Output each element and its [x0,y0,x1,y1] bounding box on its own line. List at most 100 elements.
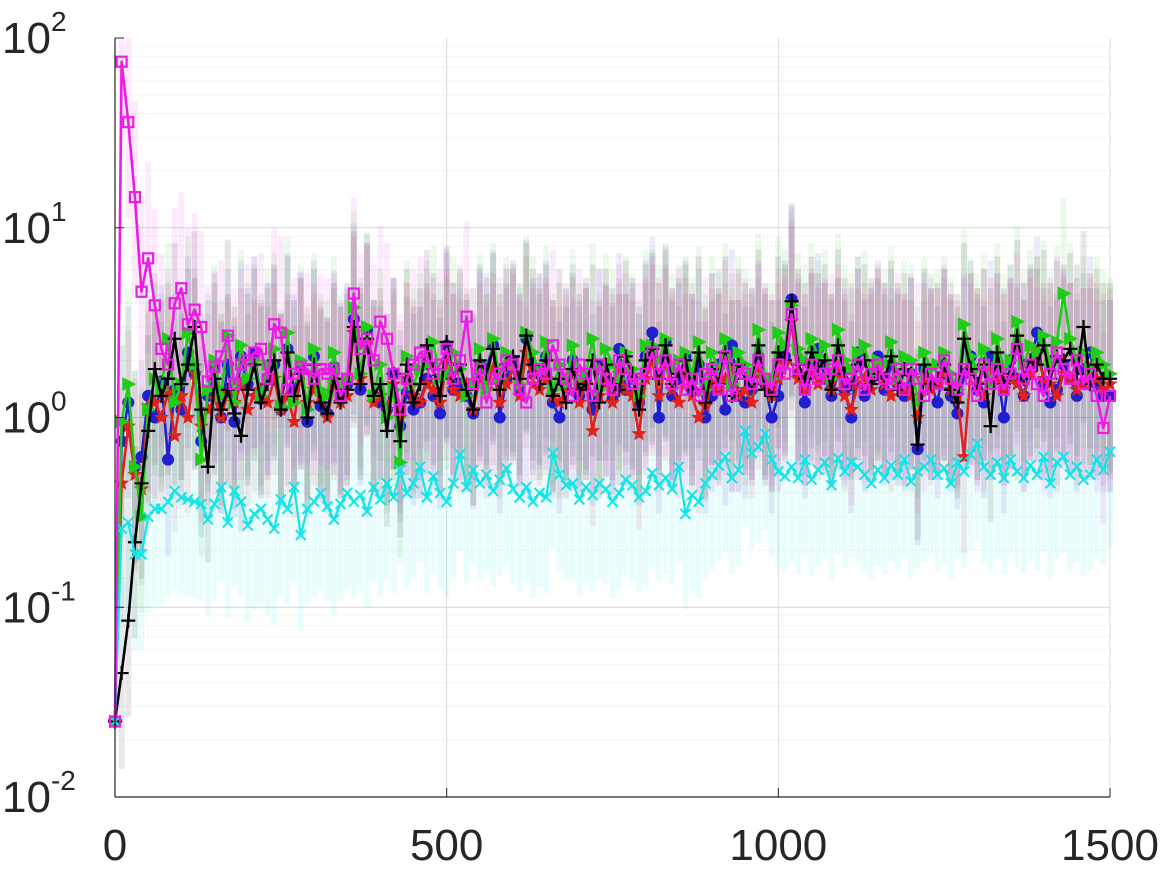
grid-lines [115,38,1111,797]
data-point [173,387,189,403]
data-point [918,389,931,402]
data-point [971,437,984,450]
data-point [208,498,221,510]
data-point [732,345,747,360]
data-point [228,485,241,497]
data-point [931,396,944,409]
data-point [480,396,493,409]
data-point [739,425,751,437]
data-point [460,310,473,323]
data-point [659,354,672,367]
data-point [571,394,587,409]
data-point [593,358,606,371]
data-point [925,453,937,466]
data-point [301,362,314,376]
data-point [851,345,866,360]
data-point [121,613,136,628]
data-point [1016,387,1032,403]
data-point [566,338,581,353]
data-point [507,483,519,495]
data-point [513,383,526,396]
data-point [604,394,621,409]
data-point [805,474,818,486]
data-point [553,468,566,481]
data-point [865,477,877,490]
data-point [983,419,998,434]
data-point [399,357,414,372]
data-point [599,341,614,356]
data-point [467,377,480,391]
data-point [526,372,540,385]
data-point [804,345,819,360]
data-point [612,382,627,397]
data-point [984,468,997,481]
data-point [1076,319,1091,334]
data-point [321,388,336,403]
data-point [573,358,586,371]
data-point [381,477,393,490]
data-point [142,252,155,265]
data-point [400,349,415,364]
data-point [440,342,453,355]
series-layer [107,55,1118,729]
data-point [487,485,499,497]
data-point [751,338,766,353]
data-point [805,331,820,346]
data-point [181,318,195,331]
data-point [473,341,488,356]
data-point [261,513,274,526]
data-point [425,381,441,397]
data-point [334,498,347,510]
data-point [598,357,613,372]
data-point [187,319,202,334]
data-point [957,331,972,346]
data-point [306,381,322,397]
data-point [624,387,640,403]
x-tick-label: 500 [410,821,483,870]
data-point [566,389,579,402]
data-point [253,395,268,410]
data-point [639,485,652,497]
data-point [122,116,135,129]
data-point [1037,389,1050,402]
data-point [619,362,632,376]
data-point [691,345,706,360]
data-point [679,345,694,360]
data-point [997,383,1010,396]
data-point [208,360,221,373]
data-point [785,461,798,473]
data-point [434,407,447,420]
data-point [200,459,215,474]
data-point [566,477,579,490]
data-point [739,367,752,380]
data-point [957,362,971,376]
data-point [394,403,407,416]
data-point [706,345,720,360]
data-point [1004,367,1017,380]
data-point [865,367,878,380]
data-point [162,495,174,508]
data-point [613,487,625,499]
x-tick-label: 1000 [729,821,827,870]
data-point [195,498,207,510]
data-point [367,354,380,367]
data-point [891,362,904,376]
data-point [692,334,707,349]
data-point [135,285,148,298]
data-point [977,341,992,356]
data-point [222,516,234,529]
data-point [154,388,169,403]
data-point [453,354,467,367]
data-point [354,342,367,355]
data-point [467,464,479,476]
data-point [898,453,911,466]
data-point [513,491,526,503]
y-tick-label: 102 [2,6,67,63]
data-point [414,461,426,473]
data-point [1050,334,1065,349]
data-point [1036,338,1051,353]
data-point [215,481,227,493]
data-point [845,372,858,385]
data-point [693,495,705,508]
data-point [845,456,858,469]
